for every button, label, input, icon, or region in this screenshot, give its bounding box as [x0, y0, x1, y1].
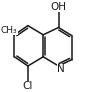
Text: CH₃: CH₃	[1, 26, 18, 35]
Text: Cl: Cl	[23, 81, 33, 91]
Text: OH: OH	[50, 2, 67, 12]
Text: N: N	[57, 64, 65, 74]
